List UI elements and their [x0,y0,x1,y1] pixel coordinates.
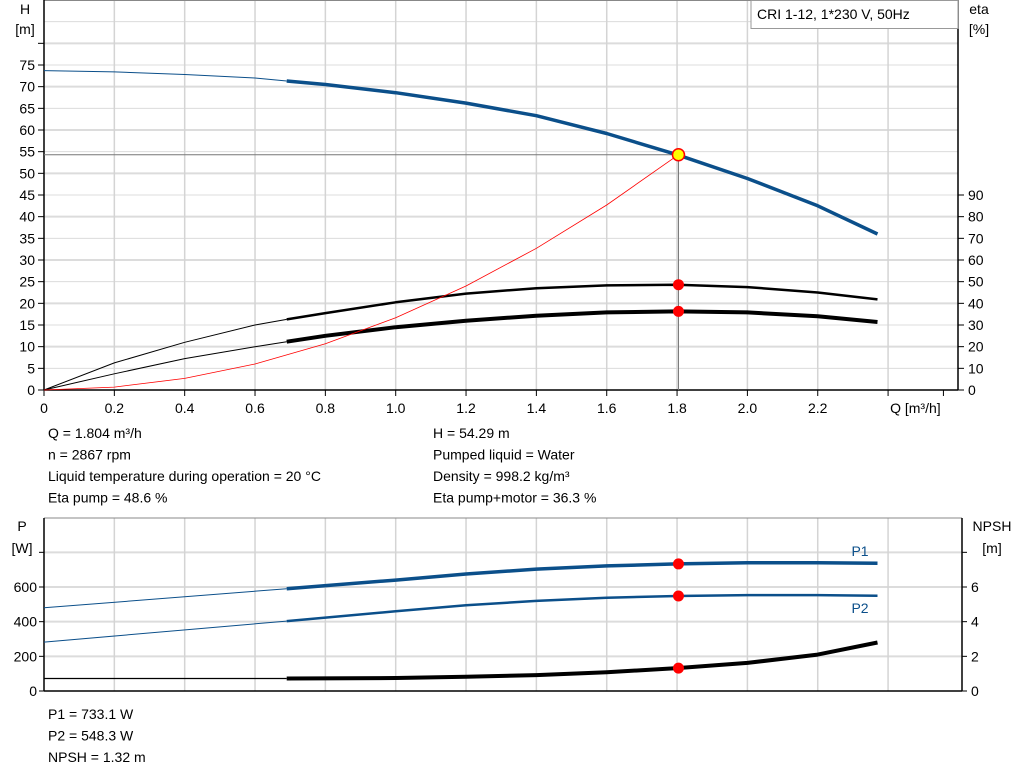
npsh-curve [286,640,878,681]
eta-pump-operating-marker [672,279,684,291]
info-text: Q = 1.804 m³/h [48,425,142,441]
y-tick-label-right: 2 [971,648,979,664]
y-axis-label-left-unit: [W] [12,540,33,556]
info-text: NPSH = 1.32 m [48,749,146,765]
p1-operating-marker [672,558,684,570]
p2-operating-marker [672,590,684,602]
y-tick-label-right: 50 [968,274,984,290]
info-text: Density = 998.2 kg/m³ [433,468,570,484]
info-text: P1 = 733.1 W [48,706,134,722]
eta-pump-curve [286,283,878,321]
x-tick-label: 1.0 [386,400,406,416]
y-tick-label-left: 20 [19,295,35,311]
y-axis-label-left: H [20,1,30,17]
p2-series-label: P2 [851,600,868,616]
y-tick-label-right: 30 [968,317,984,333]
eta-pump-motor-curve-thin [43,341,287,391]
x-tick-label: 0.6 [245,400,265,416]
y-tick-label-left: 600 [14,579,38,595]
y-tick-label-left: 5 [27,360,35,376]
y-tick-label-right: 60 [968,252,984,268]
info-text: P2 = 548.3 W [48,728,134,744]
y-tick-label-right: 40 [968,295,984,311]
operating-point-marker [671,147,686,162]
info-text: Pumped liquid = Water [433,447,575,463]
title-box [750,0,959,29]
y-tick-label-left: 15 [19,317,35,333]
eta-pump-motor-curve [286,309,878,344]
x-tick-label: 2.2 [808,400,828,416]
info-text: Eta pump = 48.6 % [48,490,167,506]
y-tick-label-left: 400 [14,614,38,630]
y-axis-label-right: eta [969,1,989,17]
y-tick-label-left: 55 [19,144,35,160]
x-tick-label: 0.2 [105,400,125,416]
y-tick-label-right: 80 [968,209,984,225]
info-text: Eta pump+motor = 36.3 % [433,490,596,506]
y-tick-label-left: 0 [29,683,37,699]
y-tick-label-left: 10 [19,339,35,355]
info-text: n = 2867 rpm [48,447,131,463]
eta-pump-motor-operating-marker [672,305,684,317]
p2-curve-thin [43,620,287,643]
p2-curve [286,593,878,623]
y-tick-label-right: 70 [968,230,984,246]
y-tick-label-right: 0 [971,683,979,699]
x-tick-label: 1.8 [667,400,687,416]
y-axis-label-left-unit: [m] [15,21,34,37]
p1-curve-thin [43,588,287,609]
y-axis-label-right-unit: [m] [982,540,1001,556]
y-tick-label-right: 10 [968,360,984,376]
p1-series-label: P1 [851,543,868,559]
eta-pump-curve-thin [43,318,287,391]
y-tick-label-left: 75 [19,57,35,73]
y-axis-label-left: P [17,518,26,534]
system-curve [43,154,679,391]
y-tick-label-right: 6 [971,579,979,595]
y-tick-label-left: 40 [19,209,35,225]
y-axis-label-right-unit: [%] [969,21,989,37]
x-tick-label: 0.8 [316,400,336,416]
x-tick-label: 2.0 [738,400,758,416]
chart-title: CRI 1-12, 1*230 V, 50Hz [757,6,910,22]
y-axis-label-right: NPSH [973,518,1012,534]
y-tick-label-right: 20 [968,339,984,355]
y-tick-label-left: 200 [14,648,38,664]
x-tick-label: 0.4 [175,400,195,416]
y-tick-label-left: 60 [19,122,35,138]
H-curve [286,79,879,236]
y-tick-label-left: 45 [19,187,35,203]
y-tick-label-right: 90 [968,187,984,203]
p1-curve [286,560,878,591]
y-tick-label-left: 70 [19,79,35,95]
x-axis-label: Q [m³/h] [890,400,941,416]
y-tick-label-left: 0 [27,382,35,398]
npsh-operating-marker [672,662,684,674]
y-tick-label-left: 30 [19,252,35,268]
y-tick-label-left: 35 [19,230,35,246]
y-tick-label-right: 0 [968,382,976,398]
y-tick-label-left: 65 [19,100,35,116]
H-curve-thin [43,70,287,82]
y-tick-label-left: 25 [19,274,35,290]
info-text: Liquid temperature during operation = 20… [48,468,321,484]
y-tick-label-left: 50 [19,165,35,181]
x-tick-label: 1.2 [456,400,476,416]
info-text: H = 54.29 m [433,425,510,441]
x-tick-label: 1.6 [597,400,617,416]
y-tick-label-right: 4 [971,614,979,630]
x-tick-label: 1.4 [527,400,547,416]
x-tick-label: 0 [40,400,48,416]
